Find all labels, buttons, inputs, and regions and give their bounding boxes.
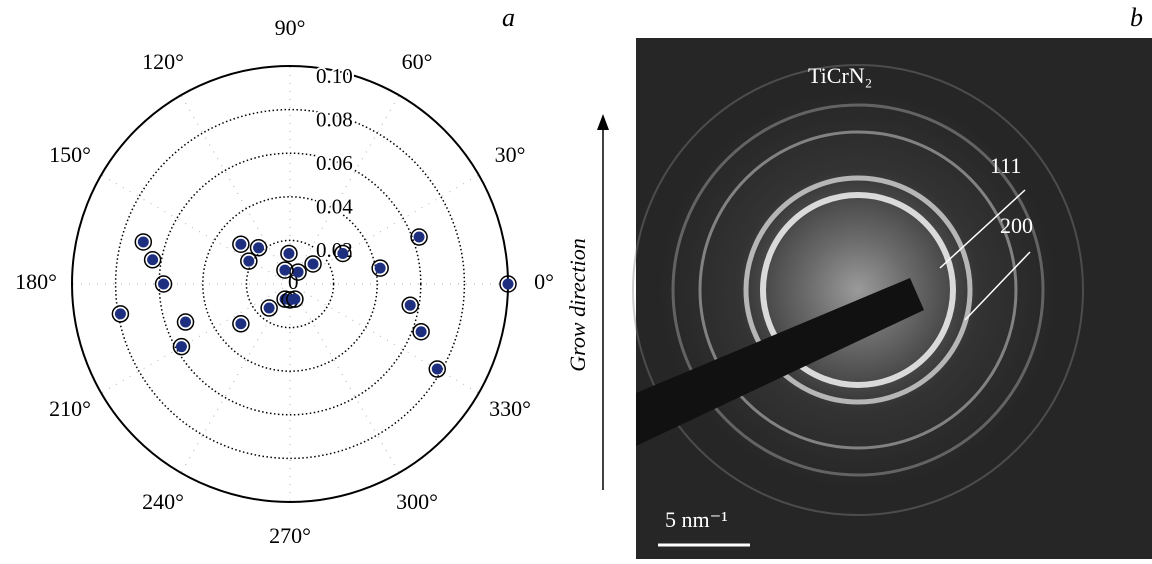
grid-spoke: [290, 284, 399, 473]
data-point: [235, 239, 246, 250]
material-label: TiCrN₂: [808, 63, 872, 88]
grid-spoke: [290, 284, 479, 393]
panel-label: a: [502, 3, 515, 32]
theta-tick-label: 330°: [489, 396, 531, 421]
arrowhead: [597, 114, 609, 130]
figure: a b 111 200 TiCrN₂ 5 nm⁻¹ Grow direction…: [0, 0, 1152, 559]
panel-label: b: [1130, 3, 1143, 32]
data-point: [432, 364, 443, 375]
theta-tick-label: 270°: [269, 523, 311, 548]
data-point: [235, 318, 246, 329]
data-point: [115, 308, 126, 319]
ring-label: 111: [990, 153, 1021, 178]
axis-note: Grow direction: [565, 238, 590, 371]
ring-label: 200: [1000, 213, 1033, 238]
r-tick-label: 0.10: [316, 64, 353, 88]
data-point: [253, 242, 264, 253]
data-point: [289, 294, 300, 305]
theta-tick-label: 90°: [275, 15, 306, 40]
grid-spoke: [181, 284, 290, 473]
glow: [658, 90, 1058, 490]
data-point: [138, 236, 149, 247]
data-point: [308, 258, 319, 269]
theta-tick-label: 240°: [142, 489, 184, 514]
theta-tick-label: 210°: [49, 396, 91, 421]
r-tick-label: 0.08: [316, 107, 353, 131]
theta-tick-label: 30°: [495, 142, 526, 167]
theta-tick-label: 120°: [142, 49, 184, 74]
data-point: [243, 256, 254, 267]
theta-tick-label: 300°: [396, 489, 438, 514]
theta-tick-label: 60°: [402, 49, 433, 74]
data-point: [416, 326, 427, 337]
scale-bar-label: 5 nm⁻¹: [665, 507, 728, 532]
polar-chart: 0° 30° 60° 90° 120° 150° 180° 210° 240° 270° 300° 3…: [15, 15, 554, 548]
data-point: [147, 254, 158, 265]
data-point: [293, 267, 304, 278]
data-point: [414, 232, 425, 243]
data-point: [176, 341, 187, 352]
r-tick-label: 0.06: [316, 151, 353, 175]
page: a b 111 200 TiCrN₂ 5 nm⁻¹ Grow direction…: [0, 0, 1152, 564]
diffraction-image: 111 200 TiCrN₂ 5 nm⁻¹: [633, 38, 1152, 559]
data-point: [503, 279, 514, 290]
theta-tick-label: 0°: [534, 269, 554, 294]
grid-spoke: [101, 175, 290, 284]
theta-tick-label: 180°: [15, 269, 57, 294]
grid-spoke: [101, 284, 290, 393]
data-point: [405, 300, 416, 311]
data-point: [283, 248, 294, 259]
data-point: [337, 248, 348, 259]
r-tick-label: 0.04: [316, 195, 353, 219]
theta-tick-label: 150°: [49, 142, 91, 167]
data-point: [279, 265, 290, 276]
data-point: [264, 303, 275, 314]
data-point: [158, 279, 169, 290]
data-point: [375, 263, 386, 274]
data-point: [180, 317, 191, 328]
grid-spoke: [181, 95, 290, 284]
